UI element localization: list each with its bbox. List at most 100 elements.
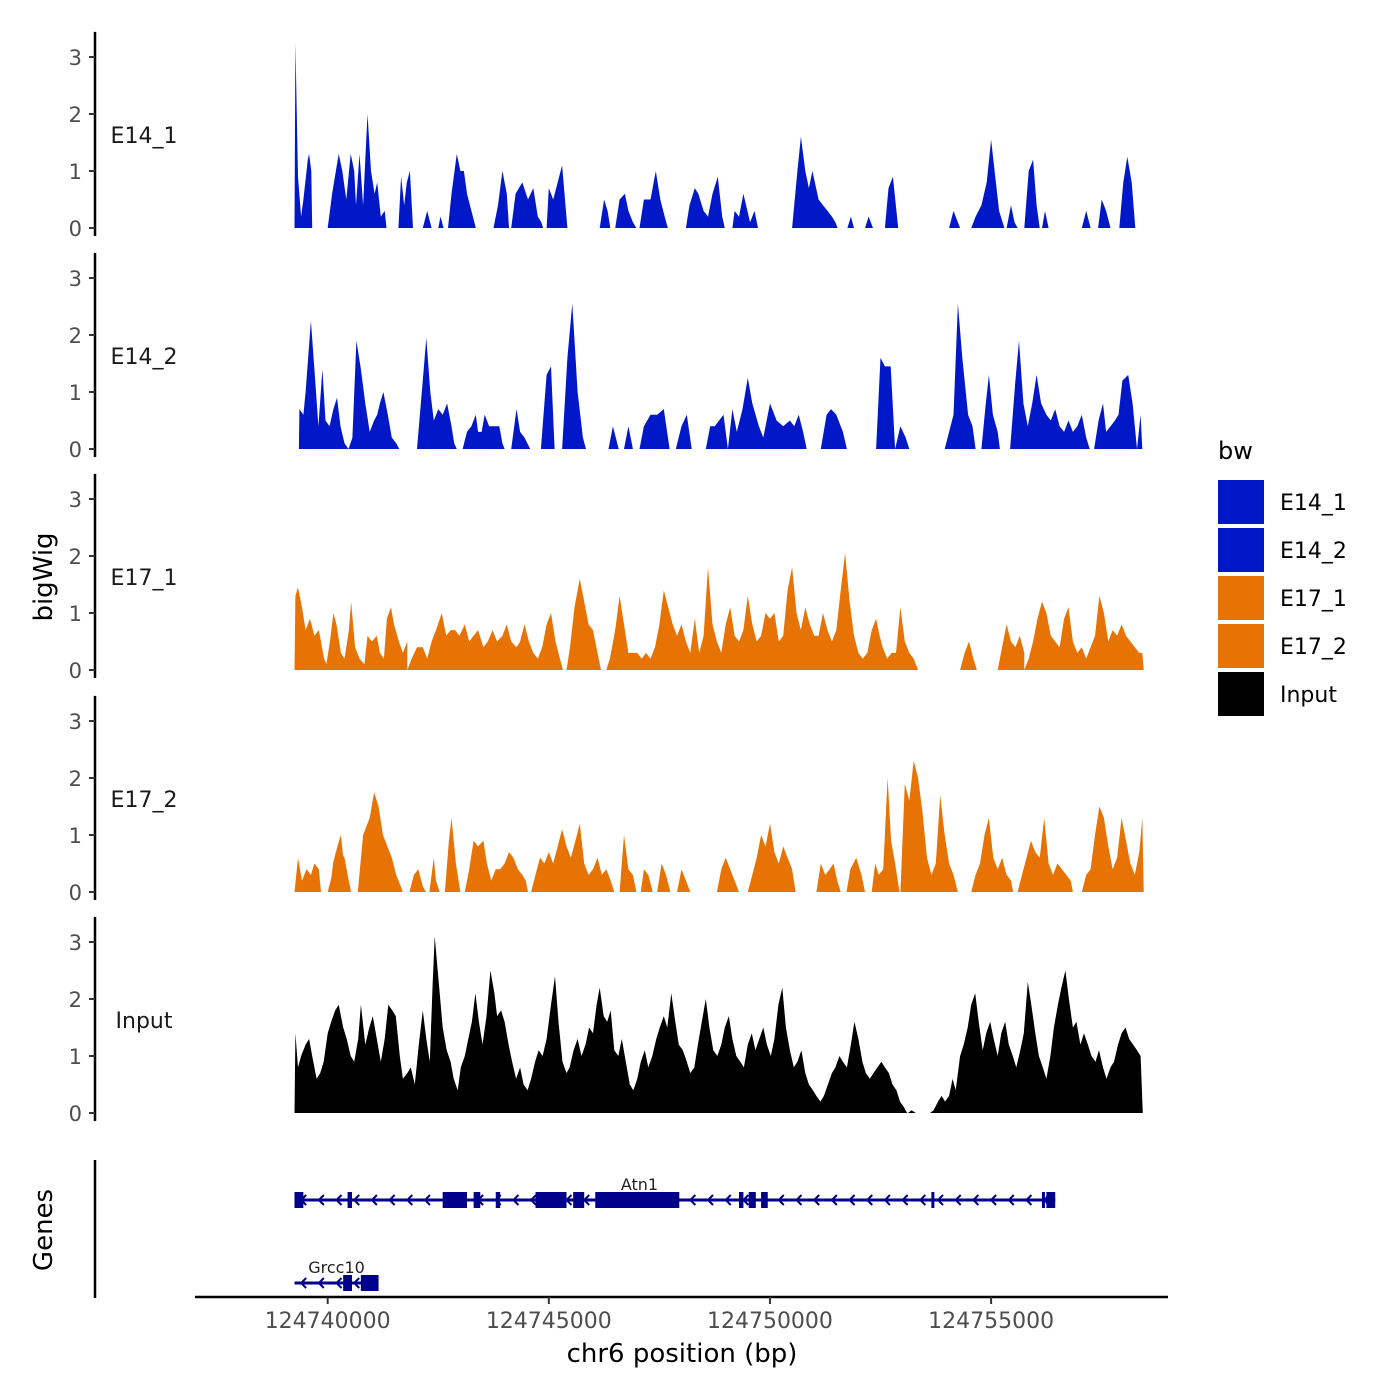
strand-arrow (989, 1194, 997, 1206)
coverage-area (960, 641, 977, 670)
strand-arrow (901, 1194, 909, 1206)
strand-arrow (335, 1277, 343, 1289)
y-tick-label: 3 (69, 931, 82, 955)
y-tick-label: 3 (69, 488, 82, 512)
coverage-area (1137, 414, 1143, 449)
coverage-area (907, 1110, 916, 1113)
coverage-area (511, 409, 531, 449)
coverage-area (1024, 159, 1040, 228)
gene-exon (343, 1275, 353, 1291)
y-tick-label: 0 (69, 438, 82, 462)
coverage-area (1006, 205, 1018, 228)
strand-arrow (830, 1194, 838, 1206)
gene-label: Grcc10 (308, 1258, 365, 1277)
coverage-area (1081, 210, 1091, 228)
strand-arrow (688, 1194, 697, 1206)
coverage-area (675, 414, 692, 449)
coverage-area (294, 587, 408, 670)
coverage-area (900, 760, 958, 892)
track-E17_2: 0 1 2 3 E17_2 (69, 695, 1144, 905)
coverage-area (876, 357, 896, 449)
coverage-area (294, 42, 313, 228)
coverage-area (1081, 806, 1144, 892)
coverage-area (327, 114, 387, 228)
track-label: E14_1 (111, 124, 178, 149)
y-tick-label: 1 (69, 1045, 82, 1069)
strand-arrow (299, 1277, 307, 1289)
strand-arrow (317, 1194, 325, 1206)
strand-arrow (936, 1194, 944, 1206)
coverage-area (606, 553, 919, 670)
gene-exon (1041, 1192, 1045, 1208)
x-tick-label: 124740000 (265, 1309, 391, 1334)
legend-label: E14_1 (1280, 491, 1347, 516)
y-tick-label: 2 (69, 545, 82, 569)
strand-arrow (706, 1194, 714, 1206)
coverage-area (615, 193, 637, 228)
coverage-area (944, 303, 976, 449)
coverage-area (871, 778, 900, 892)
coverage-area (1024, 595, 1144, 670)
coverage-tracks: 0 1 2 3 E14_1 0 1 2 3 E14_2 0 1 2 3 E17_1 0 1 2 3 E17_2 0 1 2 3… (69, 31, 1144, 1126)
y-tick-label: 3 (69, 267, 82, 291)
coverage-area (1017, 817, 1073, 892)
coverage-area (639, 409, 670, 449)
track-label: Input (116, 1009, 173, 1034)
coverage-area (464, 840, 528, 892)
gene-Atn1: Atn1 (294, 1175, 1056, 1208)
y-axis-label: bigWig (29, 532, 59, 621)
y-tick-label: 0 (69, 1102, 82, 1126)
coverage-area (846, 857, 865, 892)
legend-swatch (1218, 624, 1264, 668)
gene-exon (595, 1192, 680, 1208)
coverage-area (566, 578, 601, 670)
strand-arrow (724, 1194, 732, 1206)
coverage-area (949, 210, 961, 228)
strand-arrow (954, 1194, 962, 1206)
coverage-area (422, 153, 476, 228)
gene-exon (748, 1192, 756, 1208)
coverage-area (657, 863, 671, 892)
coverage-area (562, 303, 586, 449)
coverage-area (895, 426, 910, 449)
coverage-area (792, 136, 838, 228)
track-E14_1: 0 1 2 3 E14_1 (69, 31, 1136, 241)
x-axis: 124740000 124745000 124750000 124755000 (195, 1295, 1168, 1334)
coverage-area (407, 613, 563, 670)
coverage-area (599, 199, 611, 228)
strand-arrow (317, 1277, 325, 1289)
coverage-area (608, 426, 619, 449)
legend-label: Input (1280, 683, 1337, 708)
legend-title: bw (1218, 437, 1253, 465)
gene-exon (573, 1192, 585, 1208)
coverage-area (1098, 199, 1111, 228)
coverage-area (398, 171, 413, 228)
legend-label: E14_2 (1280, 539, 1347, 564)
strand-arrow (512, 1194, 520, 1206)
gene-exon (473, 1192, 481, 1208)
strand-arrow (865, 1194, 873, 1206)
gene-Grcc10: Grcc10 (294, 1258, 379, 1291)
x-tick-label: 124750000 (707, 1309, 833, 1334)
coverage-area (417, 337, 457, 449)
x-tick-label: 124755000 (928, 1309, 1054, 1334)
coverage-area (971, 139, 1005, 228)
x-axis-label: chr6 position (bp) (567, 1339, 798, 1369)
coverage-area (357, 792, 403, 892)
strand-arrow (848, 1194, 856, 1206)
coverage-area (429, 857, 440, 892)
legend: bw E14_1 E14_2 E17_1 E17_2 Input (1218, 437, 1347, 716)
strand-arrow (388, 1194, 396, 1206)
gene-exon (535, 1192, 567, 1208)
gene-exon (761, 1192, 768, 1208)
coverage-area (546, 165, 568, 228)
coverage-area (511, 182, 544, 228)
y-tick-label: 0 (69, 217, 82, 241)
track-E14_2: 0 1 2 3 E14_2 (69, 252, 1143, 462)
strand-arrow (883, 1194, 891, 1206)
coverage-area (1094, 374, 1137, 449)
strand-arrow (352, 1194, 360, 1206)
legend-label: E17_1 (1280, 587, 1347, 612)
genes-axis-label: Genes (29, 1189, 59, 1271)
legend-swatch (1218, 480, 1264, 524)
